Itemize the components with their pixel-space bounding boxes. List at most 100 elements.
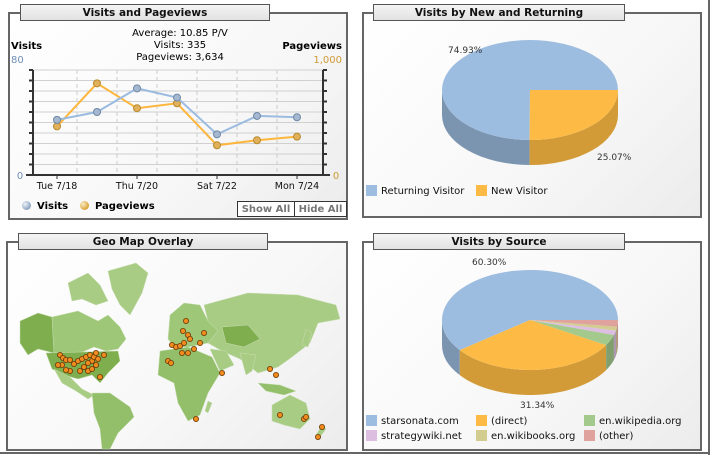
data-point-pageviews [293,132,301,141]
pie-slice-en-wikipedia-org [530,320,614,346]
land-asia [203,292,341,374]
map-marker [55,362,62,369]
source-legend-item[interactable]: (other) [584,430,633,442]
land-africa [157,346,221,422]
legend-pageviews[interactable]: Pageviews [80,201,155,212]
geo-map[interactable] [8,243,348,451]
data-point-visits [213,130,221,139]
left-axis-max: 80 [11,55,24,66]
land-australia [271,394,311,430]
legend-swatch-icon [366,430,377,441]
legend-swatch-icon [584,415,595,426]
pie-slice-side [529,90,618,165]
pie1-label-new: 25.07% [597,153,632,163]
legend-new-visitor[interactable]: New Visitor [476,185,548,197]
pie-slice-side [442,90,530,165]
visits-pageviews-chart: 0 0 Tue 7/18 Thu 7/20 Sat 7/22 Mon 7/24 [17,69,339,192]
pie-slice-side [606,335,614,371]
legend-visits[interactable]: Visits [22,201,68,212]
land-arctic-islands [67,272,109,306]
data-point-pageviews [213,141,221,150]
map-marker [179,328,186,335]
pie-slice-returning-visitor [442,39,618,140]
map-marker [200,330,207,337]
land-central-america [53,368,95,400]
source-legend-item[interactable]: en.wikibooks.org [476,430,575,442]
map-marker [93,362,100,369]
land-south-america [91,392,135,450]
source-legend-label: (other) [599,431,634,442]
data-point-visits [53,115,61,124]
map-marker [85,360,92,367]
source-legend-item[interactable]: en.wikipedia.org [584,415,682,427]
map-marker [178,350,185,357]
legend-swatch-icon [476,430,487,441]
map-marker [276,411,283,418]
visits-legend-dot-icon [22,201,31,210]
pie-slice-new-visitor [529,90,618,140]
map-marker [186,336,193,343]
map-marker [63,367,70,374]
map-marker [167,360,174,367]
source-legend-label: en.wikipedia.org [599,416,682,427]
frame-divider-right [708,0,710,455]
right-axis-title: Pageviews [282,41,342,52]
summary-pageviews: Pageviews: 3,634 [136,52,224,63]
map-marker [101,352,108,359]
map-marker [93,350,100,357]
source-legend-item[interactable]: starsonata.com [366,415,459,427]
pie1-label-returning: 74.93% [448,46,483,56]
new-returning-pie: 74.93% 25.07% [442,39,632,165]
legend-new-label: New Visitor [491,186,548,197]
pie2-label-direct: 31.34% [520,401,555,411]
land-central-asia [221,324,261,348]
pie2-label-starsonata: 60.30% [472,258,507,268]
map-marker [176,343,183,350]
source-legend-item[interactable]: (direct) [476,415,527,427]
map-marker [314,433,321,440]
returning-swatch-icon [366,185,377,196]
left-axis-min: 0 [17,171,23,182]
data-point-visits [253,111,261,120]
hide-all-button[interactable]: Hide All [294,201,347,217]
map-marker [302,413,309,420]
land-indonesia [257,382,297,396]
data-point-visits [93,108,101,116]
source-legend-label: (direct) [491,416,528,427]
left-axis-title: Visits [11,41,43,52]
data-point-visits [173,93,181,102]
summary-visits: Visits: 335 [153,40,207,51]
map-marker [71,361,78,368]
map-marker [184,350,191,357]
source-legend-label: strategywiki.net [381,431,462,442]
data-point-visits [293,113,301,122]
new-swatch-icon [476,185,487,196]
legend-returning-visitor[interactable]: Returning Visitor [366,185,464,197]
land-greenland [107,262,149,316]
map-marker [89,366,96,373]
data-point-pageviews [253,136,261,145]
x-tick-label: Tue 7/18 [36,181,78,192]
map-marker [77,368,84,375]
data-point-pageviews [93,79,101,88]
x-tick-labels: Tue 7/18 Thu 7/20 Sat 7/22 Mon 7/24 [36,181,319,192]
map-marker [192,415,199,422]
land-alaska [19,312,55,356]
data-point-visits [133,84,141,93]
legend-pageviews-label: Pageviews [95,201,155,212]
pie-slice-strategywiki-net [530,320,617,336]
pie-slice--direct- [459,320,607,371]
source-legend-label: starsonata.com [381,416,459,427]
map-marker [95,356,102,363]
map-marker [97,373,104,380]
legend-swatch-icon [476,415,487,426]
x-tick-label: Thu 7/20 [115,181,158,192]
land-india [239,352,257,376]
legend-swatch-icon [584,430,595,441]
source-legend-label: en.wikibooks.org [491,431,576,442]
pie-slice-side [442,320,460,376]
pie-slice-en-wikibooks-org [530,320,618,331]
source-legend-item[interactable]: strategywiki.net [366,430,462,442]
pie-slice--other- [530,320,618,327]
